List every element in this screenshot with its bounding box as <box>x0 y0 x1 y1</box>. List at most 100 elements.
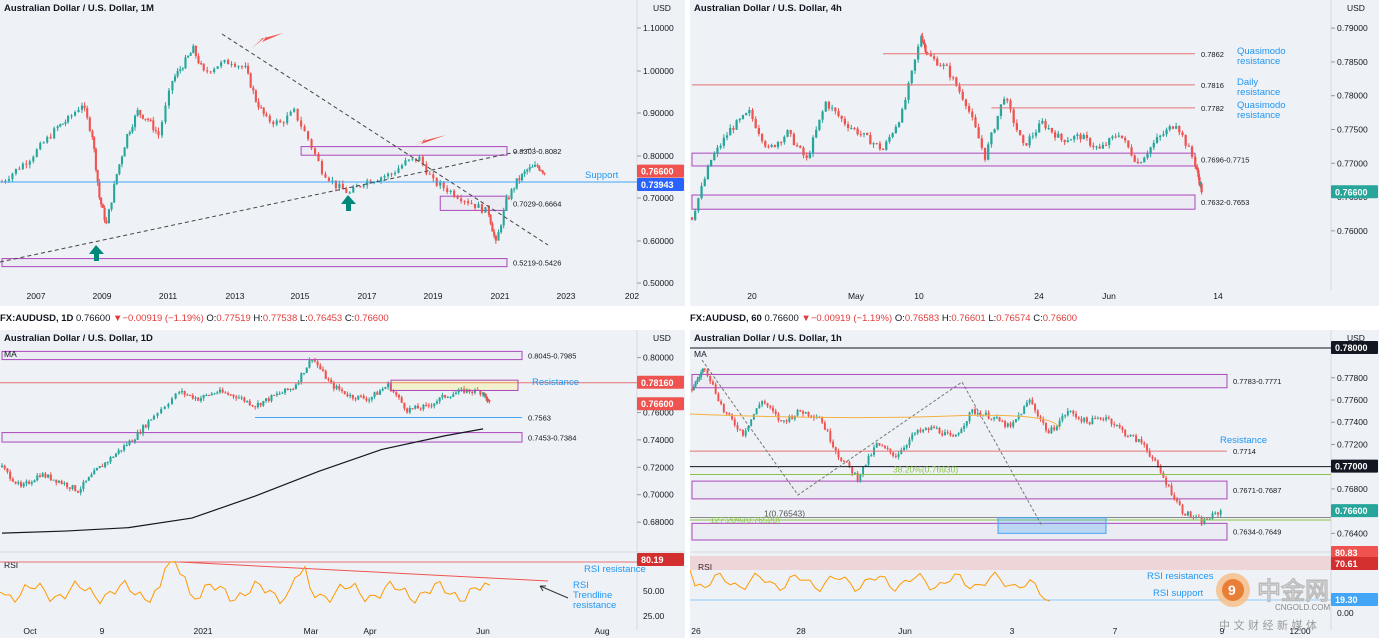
candle-body <box>738 118 741 121</box>
candle-body <box>782 420 785 422</box>
candle-body <box>878 442 881 446</box>
candle-body <box>11 478 14 482</box>
candle-body <box>76 491 79 493</box>
candle-body <box>1047 127 1050 129</box>
candle-body <box>1098 146 1101 149</box>
candle-body <box>142 425 145 434</box>
candle-body <box>700 186 703 199</box>
harmonic-pattern-line <box>701 359 1043 527</box>
candle-body <box>1050 127 1054 133</box>
candle-body <box>843 118 847 125</box>
candle-body <box>362 185 365 187</box>
chart-panel-daily[interactable]: USD0.800000.780000.760000.740000.720000.… <box>0 330 685 638</box>
candle-body <box>123 147 126 157</box>
candle-body <box>840 457 843 461</box>
candle-body <box>739 429 742 431</box>
candle-body <box>473 389 476 393</box>
candle-body <box>411 408 414 410</box>
candle-body <box>30 482 33 484</box>
candle-body <box>1114 136 1117 138</box>
rsi-y-tick: 0.00 <box>1337 608 1354 618</box>
candle-body <box>1113 424 1116 426</box>
candle-body <box>691 388 693 391</box>
candle-body <box>230 63 233 65</box>
candle-body <box>173 76 177 81</box>
candle-body <box>117 450 120 454</box>
price-zone <box>691 194 1196 210</box>
candle-body <box>933 426 936 429</box>
candle-body <box>414 405 417 409</box>
candle-body <box>1023 406 1026 414</box>
zone-label: 0.7453-0.7384 <box>528 433 576 442</box>
candle-body <box>252 87 255 91</box>
candle-body <box>853 472 856 474</box>
chart-4h-svg[interactable]: USD 0.79000 0.78500 0.78000 0.77500 0.77000 0.… <box>690 0 1379 306</box>
candle-body <box>886 447 889 449</box>
candle-body <box>197 397 200 401</box>
rsi-indicator-label: RSI <box>4 560 18 570</box>
candle-body <box>494 235 497 241</box>
candle-body <box>1124 429 1127 436</box>
candle-body <box>416 405 420 409</box>
chart-hourly-svg[interactable]: USD 0.77800 0.77600 0.77400 0.77200 0.77000 0.… <box>690 330 1379 638</box>
candle-body <box>980 138 983 148</box>
candle-body <box>788 416 791 422</box>
y-tick-label: 0.77000 <box>1337 158 1368 168</box>
candle-body <box>1126 435 1129 437</box>
candle-body <box>964 99 968 107</box>
candle-body <box>1181 132 1184 136</box>
candle-body <box>1072 410 1075 414</box>
zone-label: 0.5219-0.5426 <box>513 259 561 268</box>
chart-panel-4h[interactable]: USD 0.79000 0.78500 0.78000 0.77500 0.77000 0.… <box>690 0 1379 306</box>
candle-body <box>1088 138 1092 146</box>
chart-monthly-svg[interactable]: USD 1.10000 1.00000 0.90000 0.80000 0.70000 0.… <box>0 0 685 306</box>
chart-panel-hourly[interactable]: USD 0.77800 0.77600 0.77400 0.77200 0.77000 0.… <box>690 330 1379 638</box>
x-tick-label: Mar <box>304 626 319 636</box>
candle-body <box>536 164 539 167</box>
candle-body <box>1197 170 1200 177</box>
candle-body <box>745 113 748 116</box>
candle-body <box>703 368 706 370</box>
y-tick-label: 0.60000 <box>643 236 674 246</box>
chart-daily-svg[interactable]: USD0.800000.780000.760000.740000.720000.… <box>0 330 685 638</box>
candle-body <box>853 127 856 129</box>
chart-panel-monthly[interactable]: USD 1.10000 1.00000 0.90000 0.80000 0.70000 0.… <box>0 0 685 306</box>
candle-body <box>313 148 317 154</box>
candle-body <box>150 419 153 421</box>
candle-body <box>227 59 230 65</box>
candle-body <box>690 217 694 220</box>
candle-body <box>1063 139 1066 143</box>
candle-body <box>457 389 460 393</box>
candle-body <box>722 137 725 146</box>
level-tag-bg <box>637 375 684 389</box>
candle-body <box>1025 402 1028 407</box>
candle-body <box>869 134 872 145</box>
support-tag: 0.73943 <box>641 180 674 190</box>
candle-body <box>1129 434 1132 437</box>
candle-body <box>403 402 406 409</box>
candle-body <box>894 126 897 134</box>
candle-body <box>1066 410 1069 416</box>
candle-body <box>378 390 382 395</box>
candle-body <box>1044 120 1047 129</box>
candle-body <box>1156 460 1159 467</box>
candle-body <box>1211 513 1214 519</box>
candle-body <box>39 143 42 150</box>
candle-body <box>220 62 223 67</box>
candle-body <box>700 372 703 378</box>
candle-body <box>422 404 425 410</box>
candle-body <box>531 166 534 168</box>
candle-body <box>42 142 45 144</box>
candle-body <box>289 111 292 116</box>
candle-body <box>1137 439 1140 442</box>
x-tick-label: 2017 <box>358 291 377 301</box>
ohlc-high: 0.77538 <box>262 313 298 324</box>
candle-body <box>397 395 401 398</box>
candle-body <box>131 127 134 133</box>
candle-body <box>160 408 163 414</box>
candle-body <box>1120 135 1124 139</box>
candle-body <box>208 394 211 396</box>
candle-body <box>792 133 796 146</box>
candle-body <box>1189 511 1192 518</box>
candle-body <box>523 171 526 174</box>
